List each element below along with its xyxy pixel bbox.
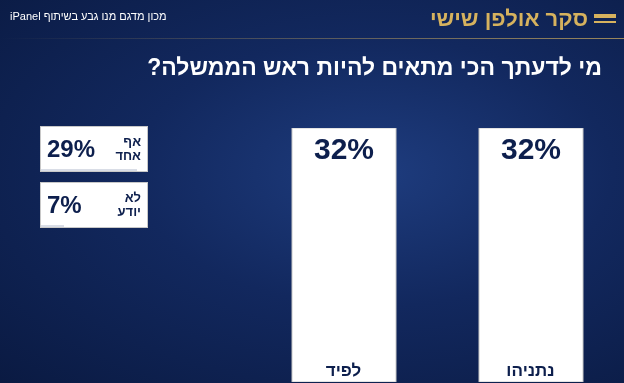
html-text:לא יודע: לא יודע <box>117 190 141 219</box>
svg-text:נתניהו: נתניהו <box>506 361 554 380</box>
html-text:7%: 7% <box>47 191 82 218</box>
svg-text:32%: 32% <box>314 132 374 165</box>
svg-text:32%: 32% <box>501 132 561 165</box>
html-text:29%: 29% <box>47 135 95 162</box>
svg-text:לפיד: לפיד <box>326 361 362 380</box>
html-text:סקר אולפן שישי: סקר אולפן שישי <box>429 6 588 31</box>
html-text:אף אחד: אף אחד <box>115 134 141 163</box>
html-text:מי לדעתך הכי מתאים להיות ראש ה: מי לדעתך הכי מתאים להיות ראש הממשלה? <box>147 54 602 80</box>
html-text:מכון מדגם מנו גבע בשיתוף iPane: מכון מדגם מנו גבע בשיתוף iPanel <box>10 10 167 22</box>
